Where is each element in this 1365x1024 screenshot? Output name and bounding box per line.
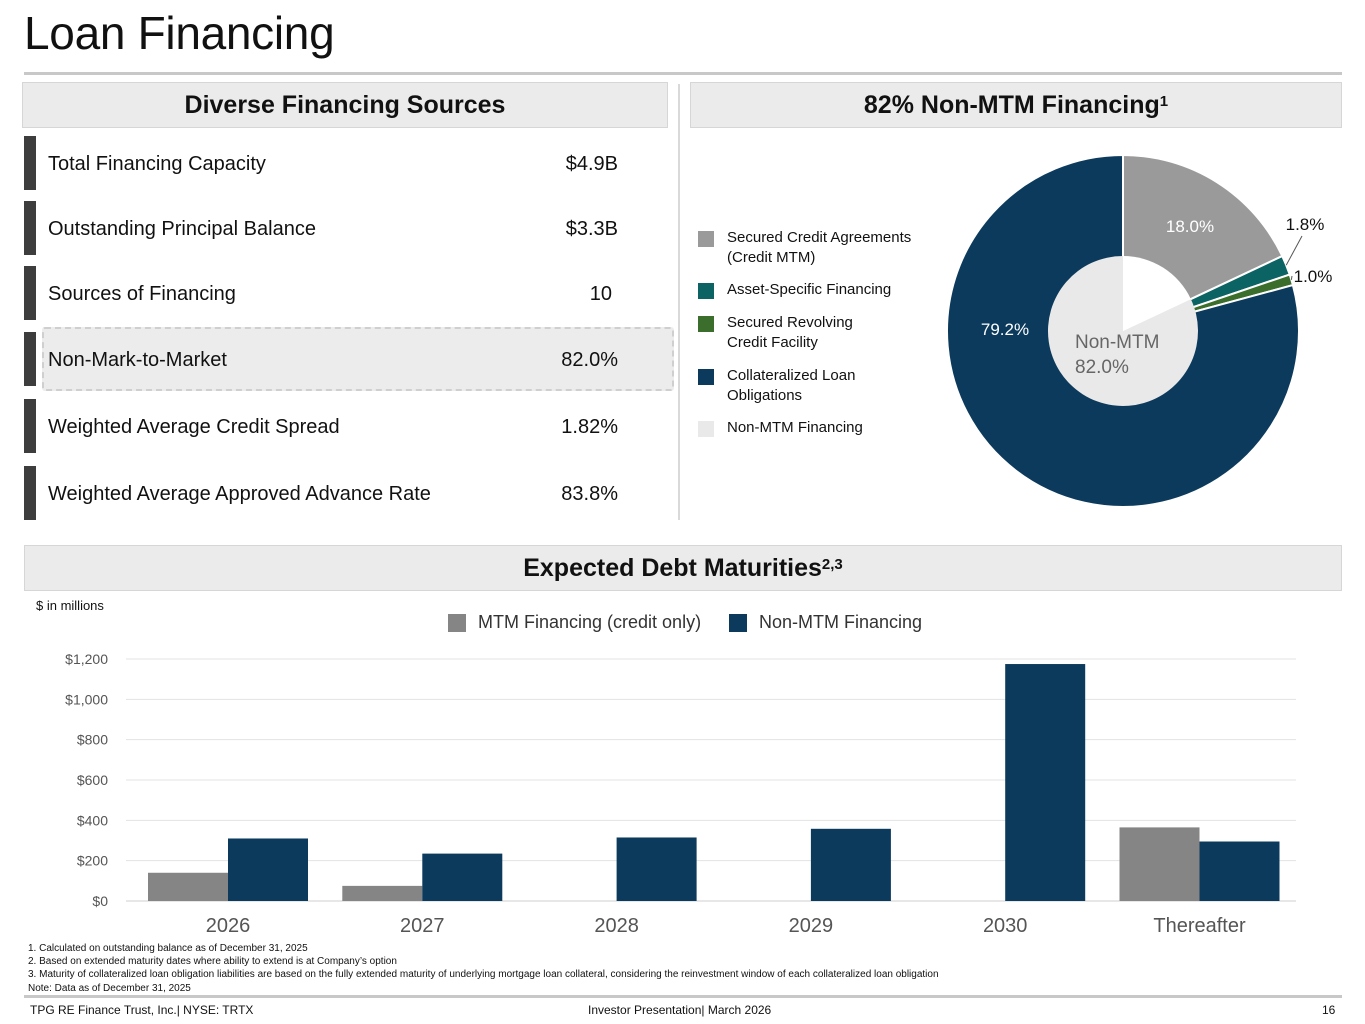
legend-label: Secured Credit Agreements (Credit MTM) xyxy=(727,229,912,266)
metric-row: Weighted Average Approved Advance Rate 8… xyxy=(24,466,644,520)
x-tick-label: 2026 xyxy=(206,915,251,937)
bar xyxy=(616,837,697,901)
metric-value: 10 xyxy=(589,283,612,305)
footnote-line: 2. Based on extended maturity dates wher… xyxy=(28,956,397,968)
footer-company: TPG RE Finance Trust, Inc.| NYSE: TRTX xyxy=(30,1003,254,1017)
footer-divider xyxy=(24,995,1342,998)
footnotes: 1. Calculated on outstanding balance as … xyxy=(28,942,939,995)
metric-label: Sources of Financing xyxy=(48,283,236,305)
legend-label: Non-MTM Financing xyxy=(759,612,923,632)
legend-label: Collateralized Loan Obligations xyxy=(727,367,856,404)
slice-label: 1.0% xyxy=(1294,267,1333,286)
right-panel-title: 82% Non-MTM Financing xyxy=(863,90,1160,119)
donut-slice xyxy=(1122,273,1295,332)
y-tick-label: $400 xyxy=(77,812,108,828)
metric-row: Outstanding Principal Balance $3.3B xyxy=(24,201,644,255)
leader-line xyxy=(1285,235,1303,266)
slice-label: 18.0% xyxy=(1166,217,1214,236)
y-tick-label: $0 xyxy=(92,893,108,909)
page-title: Loan Financing xyxy=(24,7,335,59)
metric-accent-bar xyxy=(24,466,36,520)
bar xyxy=(342,885,423,901)
metric-accent-bar xyxy=(24,332,36,386)
left-panel-header: Diverse Financing Sources xyxy=(22,82,668,128)
bar xyxy=(228,838,308,901)
metric-value: $3.3B xyxy=(565,218,618,240)
legend-item: Secured Credit Agreements (Credit MTM) xyxy=(698,228,918,272)
bar-legend-item: Non-MTM Financing xyxy=(729,612,922,633)
metric-value: 82.0% xyxy=(561,349,618,371)
metric-accent-bar xyxy=(24,136,36,190)
bar xyxy=(422,853,503,901)
donut-slice xyxy=(1122,254,1291,332)
footnote-ref: 1 xyxy=(1159,92,1169,110)
legend-label: Non-MTM Financing xyxy=(727,419,863,436)
y-tick-label: $600 xyxy=(77,772,108,788)
bar xyxy=(1199,841,1280,901)
metric-label: Weighted Average Approved Advance Rate xyxy=(48,483,431,505)
legend-swatch xyxy=(698,316,714,332)
inner-ring-segment xyxy=(1048,256,1198,406)
footnote-line: Note: Data as of December 31, 2025 xyxy=(28,982,191,994)
x-tick-label: 2029 xyxy=(789,915,834,937)
metric-label: Non-Mark-to-Market xyxy=(48,349,227,371)
bottom-panel-title: Expected Debt Maturities xyxy=(523,553,822,582)
legend-label: Secured Revolving Credit Facility xyxy=(727,314,853,351)
legend-swatch xyxy=(698,421,714,437)
x-tick-label: Thereafter xyxy=(1153,915,1246,937)
footnote-line: 3. Maturity of collateralized loan oblig… xyxy=(28,969,939,981)
bar xyxy=(1005,664,1086,901)
bar-legend-item: MTM Financing (credit only) xyxy=(448,612,701,633)
donut-center-value: 82.0% xyxy=(1075,357,1129,378)
legend-swatch xyxy=(729,613,747,632)
x-tick-label: 2028 xyxy=(594,915,639,937)
bar xyxy=(810,828,891,901)
legend-swatch xyxy=(448,613,466,632)
donut-slice xyxy=(946,153,1300,508)
slice-label: 79.2% xyxy=(981,320,1029,339)
donut-center-label: Non-MTM xyxy=(1075,332,1159,353)
donut-slice xyxy=(1122,153,1284,333)
x-tick-label: 2030 xyxy=(983,915,1028,937)
units-note: $ in millions xyxy=(36,598,104,613)
metric-value: 83.8% xyxy=(561,483,618,505)
metric-value: $4.9B xyxy=(565,153,618,175)
metric-label: Total Financing Capacity xyxy=(48,153,266,175)
legend-swatch xyxy=(698,369,714,385)
page-number: 16 xyxy=(1322,1003,1336,1017)
y-tick-label: $800 xyxy=(77,732,108,748)
left-panel-title: Diverse Financing Sources xyxy=(184,90,506,119)
x-tick-label: 2027 xyxy=(400,915,445,937)
metric-label: Outstanding Principal Balance xyxy=(48,218,316,240)
right-panel-header: 82% Non-MTM Financing 1 xyxy=(690,82,1342,128)
metric-row: Sources of Financing 10 xyxy=(24,266,644,320)
legend-swatch xyxy=(698,283,714,299)
legend-label: MTM Financing (credit only) xyxy=(478,612,702,632)
metric-accent-bar xyxy=(24,201,36,255)
bar xyxy=(148,872,228,901)
metric-value: 1.82% xyxy=(561,416,618,438)
y-tick-label: $1,200 xyxy=(65,651,108,667)
metric-accent-bar xyxy=(24,399,36,453)
y-tick-label: $1,000 xyxy=(65,691,108,707)
y-tick-label: $200 xyxy=(77,853,108,869)
footnote-line: 1. Calculated on outstanding balance as … xyxy=(28,943,308,954)
metric-row: Total Financing Capacity $4.9B xyxy=(24,136,644,190)
bottom-panel-header: Expected Debt Maturities 2,3 xyxy=(24,545,1342,591)
non-mtm-highlight-box xyxy=(42,327,674,391)
bar xyxy=(1119,827,1200,901)
title-divider xyxy=(24,72,1342,75)
legend-label: Asset-Specific Financing xyxy=(727,281,892,298)
metric-accent-bar xyxy=(24,266,36,320)
legend-swatch xyxy=(698,231,714,247)
slice-label: 1.8% xyxy=(1286,215,1325,234)
footer-presentation: Investor Presentation| March 2026 xyxy=(588,1003,772,1017)
metric-row: Non-Mark-to-Market 82.0% xyxy=(24,332,644,386)
leader-line xyxy=(1290,275,1293,280)
footnote-ref: 2,3 xyxy=(821,555,843,573)
metric-label: Weighted Average Credit Spread xyxy=(48,416,340,438)
panel-divider xyxy=(678,84,680,520)
inner-ring-segment xyxy=(1123,256,1191,331)
metric-row: Weighted Average Credit Spread 1.82% xyxy=(24,399,644,453)
